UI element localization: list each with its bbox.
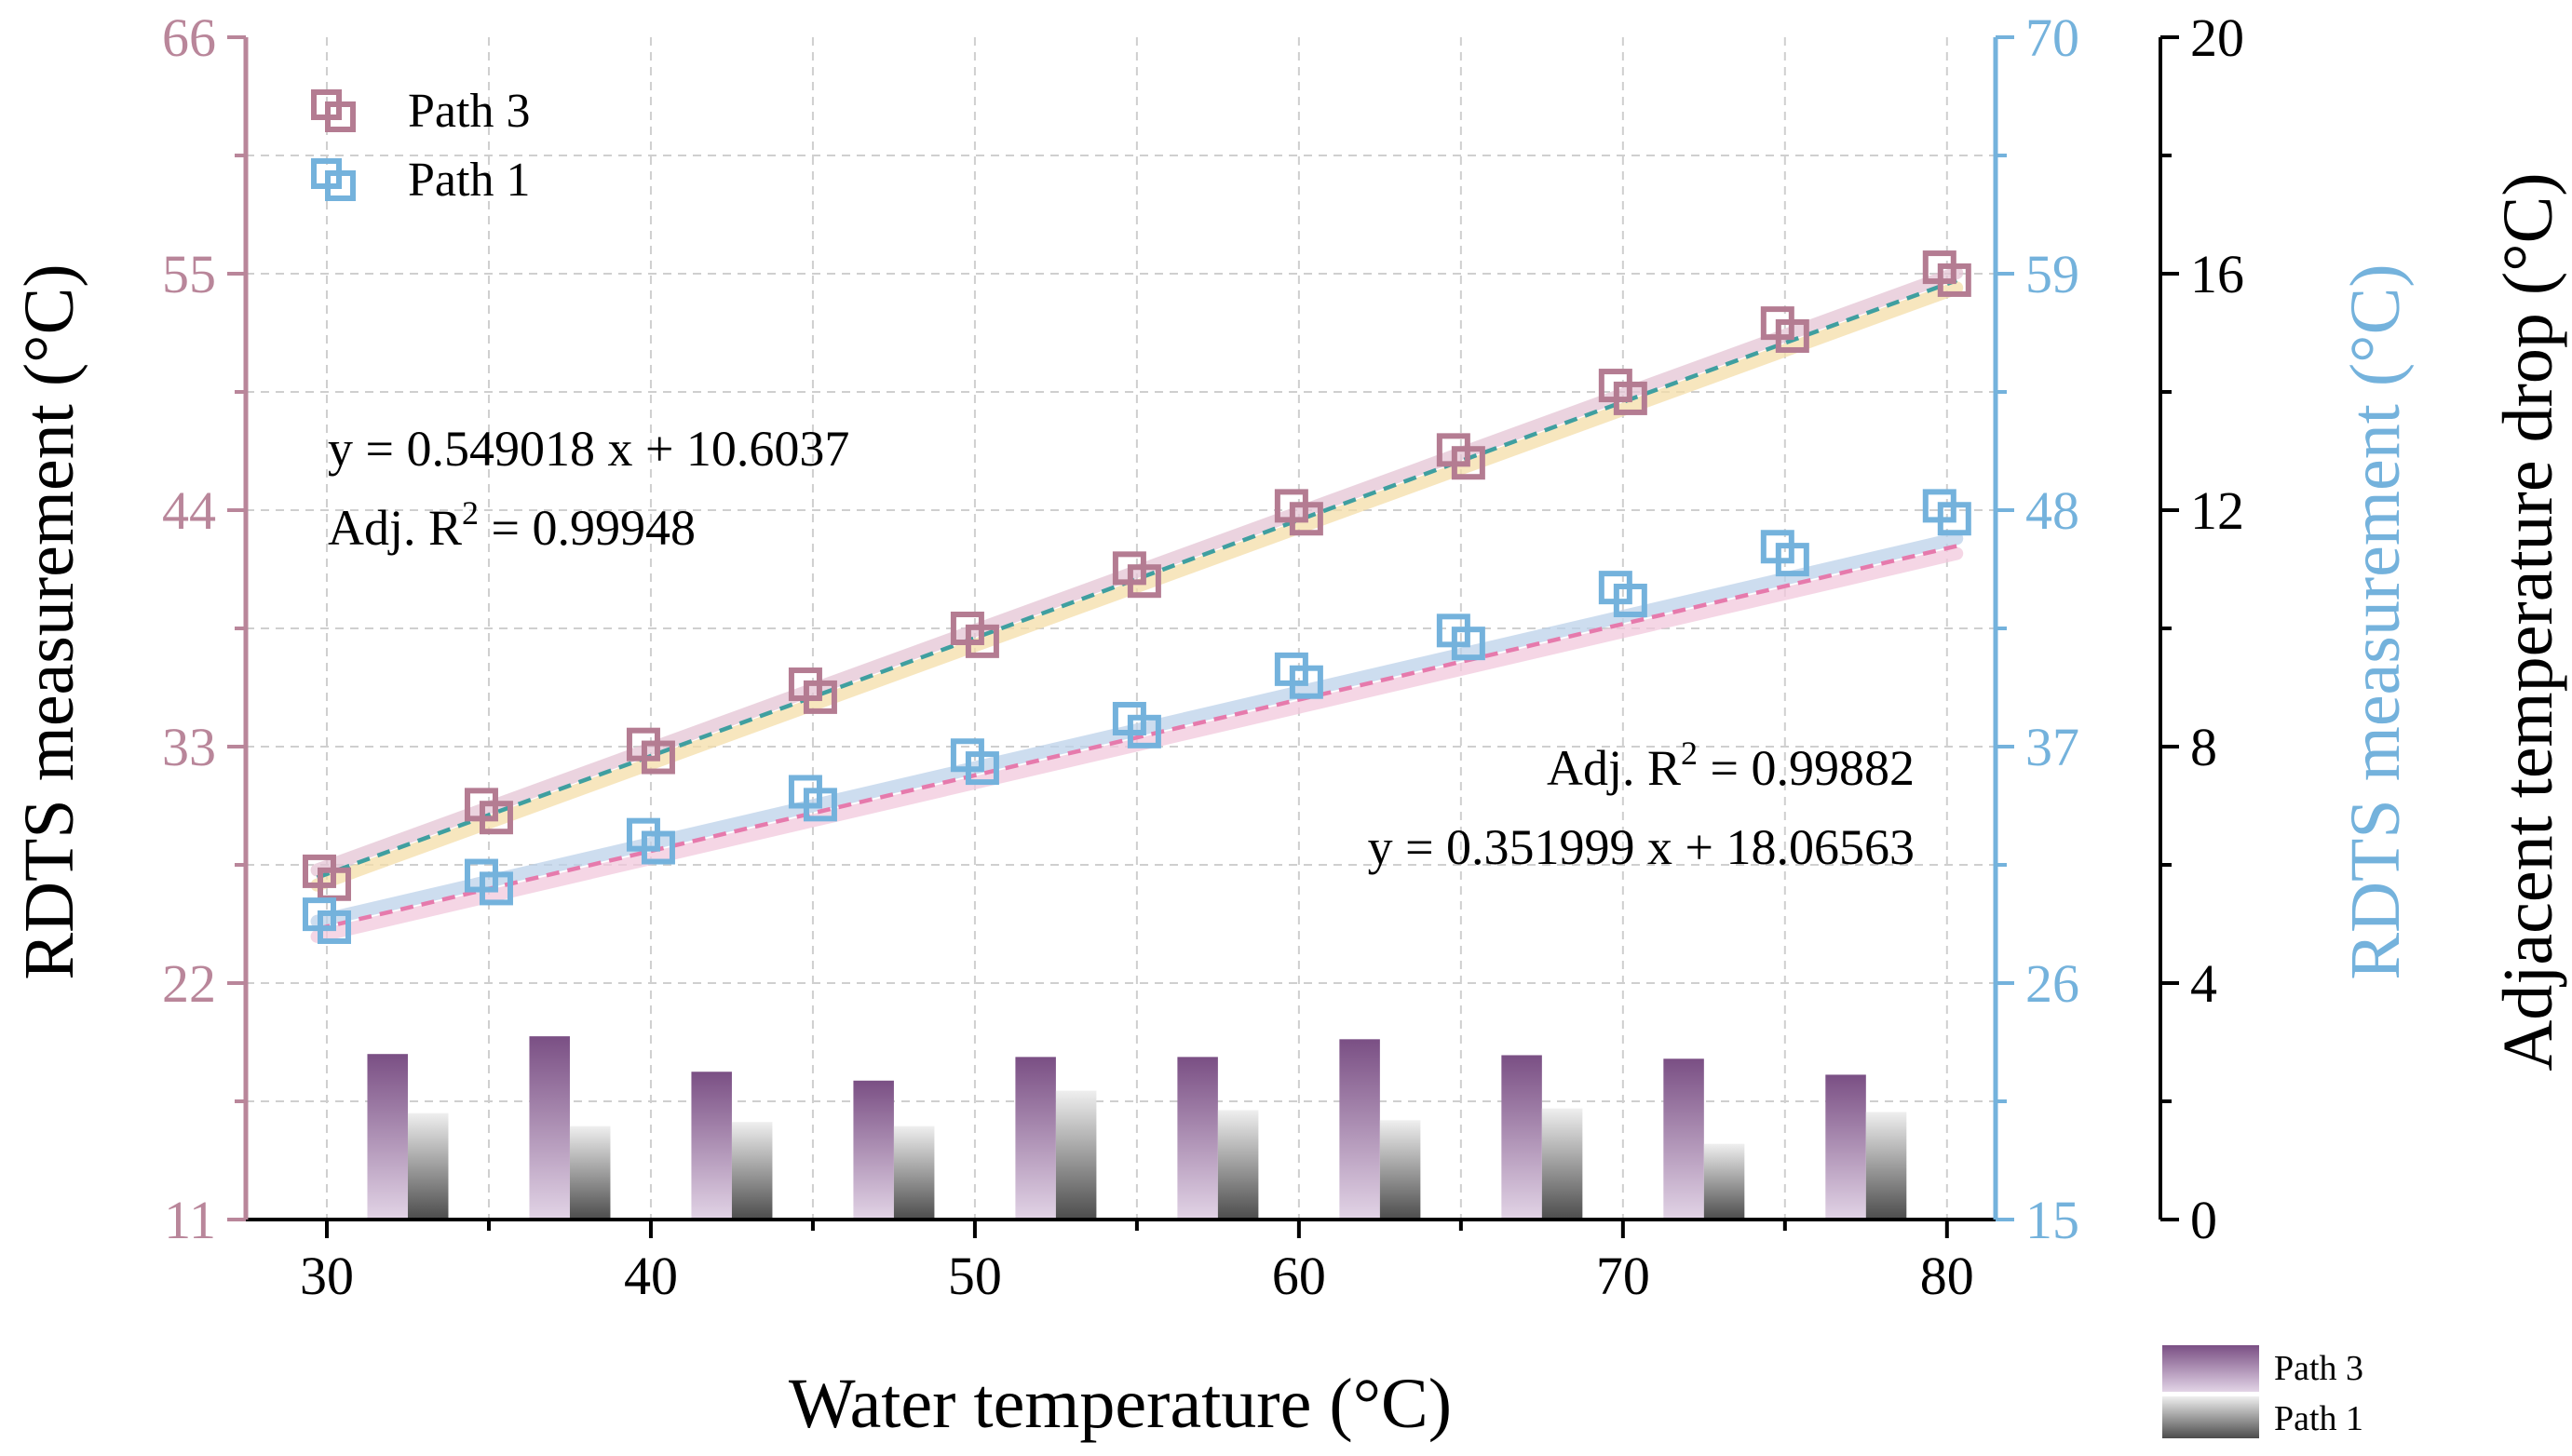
bar-path3 (367, 1054, 408, 1220)
legend-marker-path3: Path 3 (311, 85, 530, 138)
point-path3-b (1937, 263, 1971, 297)
bar-path1 (893, 1126, 935, 1220)
right-blue-tick-label: 26 (2025, 953, 2079, 1014)
point-path1-b (1775, 543, 1809, 577)
right-black-axis-title: Adjacent temperature drop (°C) (2489, 172, 2567, 1071)
fit-lines (316, 278, 1958, 932)
grid-lines (246, 37, 1996, 1220)
point-path1-b (965, 751, 999, 786)
right-black-tick-label: 20 (2190, 7, 2244, 68)
x-tick-label: 40 (624, 1246, 678, 1306)
right-black-tick-label: 0 (2190, 1190, 2217, 1250)
bar-path3 (529, 1036, 570, 1220)
legend-marker-path1-label: Path 1 (408, 154, 530, 207)
point-path3-b (479, 801, 513, 835)
bar-path3 (1663, 1058, 1704, 1220)
point-path1-b (1289, 665, 1323, 699)
point-path3-b (641, 740, 675, 775)
point-path3-b (1451, 446, 1485, 480)
point-path1-b (1613, 583, 1647, 617)
x-tick-label: 30 (300, 1246, 354, 1306)
right-black-tick-label: 4 (2190, 953, 2217, 1014)
x-tick-label: 50 (948, 1246, 1002, 1306)
left-tick-label: 55 (162, 244, 216, 304)
right-blue-tick-label: 70 (2025, 7, 2079, 68)
point-path1-b (1127, 714, 1161, 748)
bar-path1 (1379, 1120, 1421, 1220)
series-1-fit-line (317, 544, 1957, 932)
point-path1-b (641, 830, 675, 865)
legend-marker-path3-label: Path 3 (408, 85, 530, 138)
bar-path3 (1501, 1055, 1542, 1220)
legend-marker-path3-square-b (325, 101, 356, 132)
path3-fit-r2: Adj. R2 = 0.99948 (328, 494, 696, 556)
point-path3-b (965, 624, 999, 658)
left-axis-title: RDTS measurement (°C) (10, 263, 88, 979)
point-path3-b (1775, 318, 1809, 353)
point-path3-b (1613, 381, 1647, 415)
point-path1-b (479, 871, 513, 906)
point-path3-b (803, 680, 837, 714)
right-blue-tick-label: 59 (2025, 244, 2079, 304)
legend-bar-path1-swatch (2162, 1396, 2259, 1438)
bar-path1 (731, 1122, 773, 1220)
legend-bar-path3-label: Path 3 (2274, 1349, 2363, 1388)
bar-path1 (1541, 1108, 1583, 1220)
legend-marker-path1-square-b (325, 170, 356, 201)
bar-path1 (1703, 1143, 1745, 1220)
left-tick-label: 11 (164, 1190, 216, 1250)
bar-path1 (569, 1126, 611, 1220)
bar-path1 (1865, 1112, 1907, 1220)
bar-path3 (1177, 1057, 1218, 1220)
marker-series (302, 250, 1971, 944)
left-tick-label: 33 (162, 717, 216, 777)
point-path3-b (1127, 564, 1161, 599)
bar-path1 (407, 1112, 449, 1220)
right-black-tick-label: 8 (2190, 717, 2217, 777)
point-path1-b (803, 788, 837, 822)
path1-fit-equation: y = 0.351999 x + 18.06563 (1368, 819, 1915, 875)
path1-fit-annotation: Adj. R2 = 0.99882 y = 0.351999 x + 18.06… (1368, 735, 1915, 875)
series-0-confidence-band (310, 266, 1964, 877)
right-blue-tick-label: 48 (2025, 480, 2079, 541)
path1-fit-r2: Adj. R2 = 0.99882 (1547, 735, 1915, 796)
axes: 30 40 50 60 70 801122334455661526374859700481… (162, 7, 2244, 1306)
x-tick-label: 60 (1272, 1246, 1326, 1306)
point-path1-b (1451, 627, 1485, 661)
bar-path3 (1339, 1039, 1380, 1220)
bar-path3 (853, 1080, 894, 1220)
legend-bar-path1-label: Path 1 (2274, 1399, 2363, 1438)
point-path1-b (1937, 502, 1971, 536)
bar-path3 (1825, 1074, 1866, 1220)
left-tick-label: 66 (162, 7, 216, 68)
marker-legend: Path 3 Path 1 (311, 85, 530, 207)
path3-fit-annotation: y = 0.549018 x + 10.6037 Adj. R2 = 0.999… (328, 421, 849, 556)
bar-path1 (1217, 1110, 1259, 1220)
right-black-tick-label: 16 (2190, 244, 2244, 304)
x-tick-label: 70 (1596, 1246, 1650, 1306)
right-blue-tick-label: 15 (2025, 1190, 2079, 1250)
right-blue-axis-title: RDTS measurement (°C) (2336, 263, 2415, 979)
bar-legend: Path 3 Path 1 (2162, 1345, 2363, 1438)
right-blue-tick-label: 37 (2025, 717, 2079, 777)
bar-path1 (1055, 1090, 1097, 1220)
x-tick-label: 80 (1920, 1246, 1974, 1306)
legend-bar-path3-swatch (2162, 1345, 2259, 1392)
point-path1-b (317, 910, 351, 944)
bar-series (367, 1036, 1907, 1220)
legend-marker-path1: Path 1 (311, 154, 530, 207)
x-axis-title: Water temperature (°C) (789, 1365, 1452, 1443)
bar-path3 (1015, 1057, 1056, 1220)
bar-path3 (691, 1072, 732, 1220)
series-0-confidence-band (310, 281, 1964, 892)
left-tick-label: 44 (162, 480, 216, 541)
left-tick-label: 22 (162, 953, 216, 1014)
series-0-fit-line (316, 278, 1958, 880)
point-path3-b (1289, 502, 1323, 536)
path3-fit-equation: y = 0.549018 x + 10.6037 (328, 421, 849, 477)
right-black-tick-label: 12 (2190, 480, 2244, 541)
